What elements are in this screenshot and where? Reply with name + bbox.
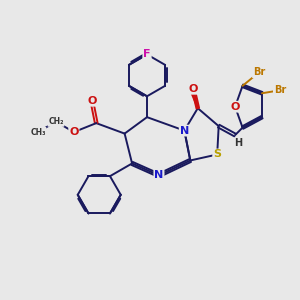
Text: O: O: [230, 102, 240, 112]
Text: O: O: [69, 127, 79, 137]
Text: N: N: [180, 126, 189, 136]
Text: H: H: [234, 138, 242, 148]
Text: CH₃: CH₃: [30, 128, 46, 136]
Text: Br: Br: [274, 85, 286, 95]
Text: O: O: [189, 84, 198, 94]
Text: Br: Br: [253, 68, 265, 77]
Text: F: F: [143, 50, 151, 59]
Text: CH₂: CH₂: [48, 117, 64, 126]
Text: O: O: [87, 96, 97, 106]
Text: S: S: [213, 149, 221, 160]
Text: N: N: [154, 170, 164, 180]
